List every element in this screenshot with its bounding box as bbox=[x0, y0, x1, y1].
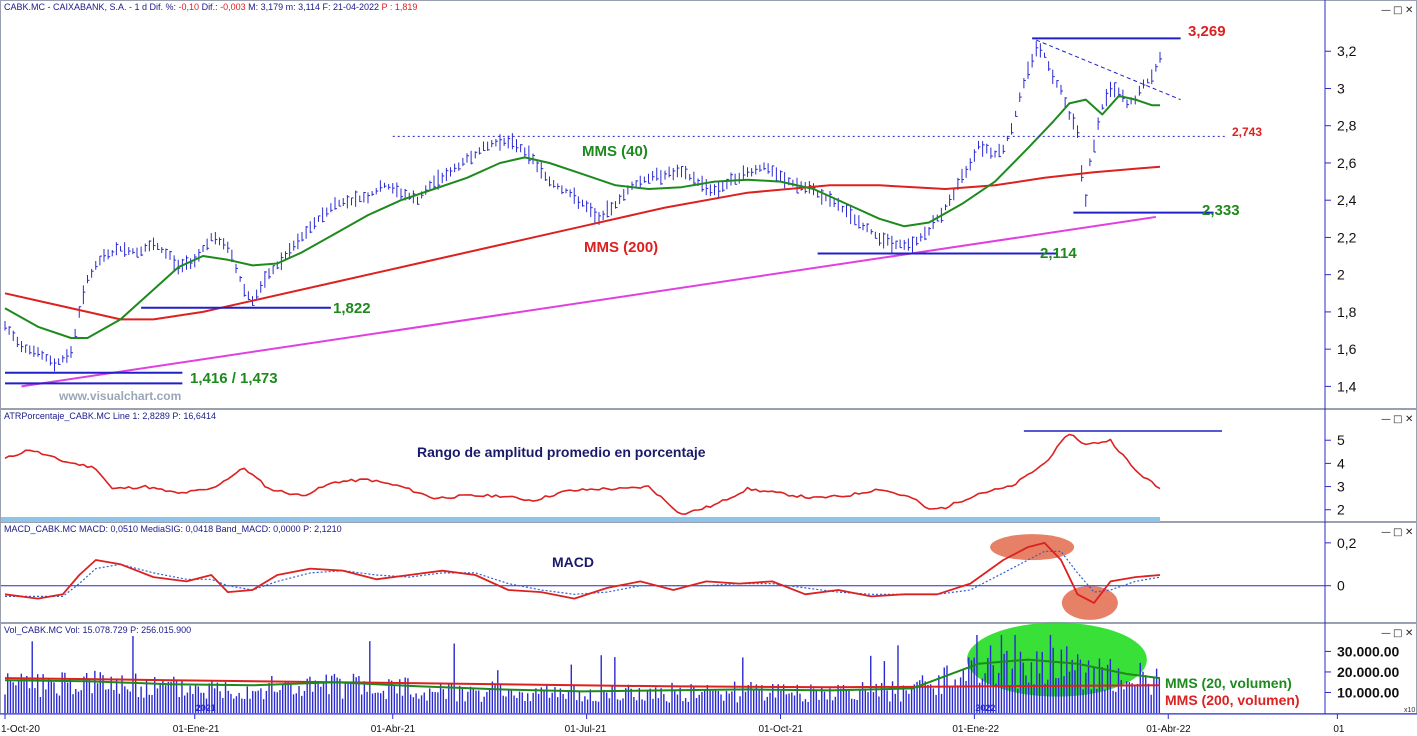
close-icon: ✕ bbox=[1405, 5, 1413, 16]
year-mark: 2022 bbox=[975, 703, 995, 713]
price-tick-label: 2,4 bbox=[1337, 192, 1357, 208]
atr-tick-label: 4 bbox=[1337, 455, 1345, 471]
volume-tick-label: 20.000.00 bbox=[1337, 664, 1399, 680]
maximize-icon: □ bbox=[1393, 5, 1402, 16]
price-pane bbox=[0, 0, 1417, 409]
header-segment: - 1 d Dif. %: bbox=[127, 2, 179, 12]
descending-trendline bbox=[1036, 39, 1181, 101]
x-tick-label: 01-Ene-21 bbox=[173, 724, 220, 735]
support-trendline bbox=[21, 215, 1157, 388]
price-bars bbox=[4, 41, 1162, 372]
header-segment: -0,10 bbox=[179, 2, 200, 12]
header-segment: Vol_CABK.MC Vol: 15.078.729 P: 256.015.9… bbox=[4, 625, 191, 635]
volume-layer: 30.000.00 20.000.00 10.000.00 bbox=[4, 622, 1399, 713]
mms200-label: MMS (200) bbox=[584, 239, 658, 256]
macd-tick-label: 0 bbox=[1337, 578, 1345, 594]
volume-tick-label: 30.000.00 bbox=[1337, 643, 1399, 659]
vol-mms200-line bbox=[4, 677, 1161, 689]
header-segment: -0,003 bbox=[220, 2, 246, 12]
atr-band bbox=[1, 517, 1160, 522]
price-tick-label: 2 bbox=[1337, 267, 1345, 283]
atr-line bbox=[4, 433, 1161, 515]
macd-tick-label: 0,2 bbox=[1337, 535, 1357, 551]
maximize-icon: □ bbox=[1393, 527, 1402, 538]
x-tick-label: 01-Abr-21 bbox=[371, 724, 416, 735]
minimize-icon: — bbox=[1381, 5, 1391, 16]
price-lines bbox=[4, 94, 1161, 388]
mms200-line bbox=[4, 165, 1161, 321]
x-tick-label: 01-Oct-21 bbox=[759, 724, 804, 735]
price-tick-label: 2,6 bbox=[1337, 155, 1357, 171]
x-tick-label: 01 bbox=[1333, 724, 1345, 735]
level-2743-label: 2,743 bbox=[1232, 125, 1262, 139]
maximize-icon: □ bbox=[1393, 414, 1402, 425]
close-icon: ✕ bbox=[1405, 414, 1413, 425]
price-tick-label: 1,6 bbox=[1337, 341, 1357, 357]
mms40-label: MMS (40) bbox=[582, 143, 648, 160]
level-2333-label: 2,333 bbox=[1202, 202, 1240, 219]
atr-tick-label: 3 bbox=[1337, 479, 1345, 495]
minimize-icon: — bbox=[1381, 414, 1391, 425]
volume-header: Vol_CABK.MC Vol: 15.078.729 P: 256.015.9… bbox=[4, 625, 191, 635]
x-tick-label: 1-Oct-20 bbox=[1, 724, 40, 735]
year-mark: 2021 bbox=[196, 703, 216, 713]
atr-pane bbox=[0, 409, 1417, 522]
level-1822-label: 1,822 bbox=[333, 300, 371, 317]
vol-mms200-label: MMS (200, volumen) bbox=[1165, 692, 1300, 708]
close-icon: ✕ bbox=[1405, 527, 1413, 538]
header-segment: MACD_CABK.MC MACD: 0,0510 MediaSIG: 0,04… bbox=[4, 524, 342, 534]
price-tick-label: 2,2 bbox=[1337, 229, 1357, 245]
x-axis: 1-Oct-20 01-Ene-21 01-Abr-21 01-Jul-21 01-Oc… bbox=[0, 703, 1417, 735]
header-segment: M: 3,179 m: 3,114 F: 21-04-2022 bbox=[246, 2, 382, 12]
atr-layer: 5 4 3 2 bbox=[1, 430, 1345, 522]
x-tick-label: 01-Abr-22 bbox=[1146, 724, 1191, 735]
price-tick-label: 1,4 bbox=[1337, 378, 1357, 394]
price-tick-label: 3,2 bbox=[1337, 43, 1357, 59]
vol-mms20-label: MMS (20, volumen) bbox=[1165, 675, 1292, 691]
macd-layer: 0,20 bbox=[1, 534, 1357, 620]
level-2114-label: 2,114 bbox=[1040, 245, 1077, 262]
header-segment: ATRPorcentaje_CABK.MC Line 1: 2,8289 P: … bbox=[4, 411, 216, 421]
atr-tick-label: 2 bbox=[1337, 502, 1345, 518]
price-header: CABK.MC - CAIXABANK, S.A. - 1 d Dif. %: … bbox=[4, 2, 417, 12]
level-3269-label: 3,269 bbox=[1188, 23, 1226, 40]
mms40-line bbox=[4, 94, 1160, 339]
macd-peak-highlight bbox=[990, 534, 1075, 561]
macd-line bbox=[4, 542, 1161, 604]
macd-pane bbox=[0, 522, 1417, 623]
minimize-icon: — bbox=[1381, 527, 1391, 538]
atr-tick-label: 5 bbox=[1337, 432, 1345, 448]
macd-title: MACD bbox=[552, 554, 594, 570]
price-tick-label: 1,8 bbox=[1337, 304, 1357, 320]
axis-corner-label: x10 bbox=[1404, 707, 1415, 714]
vol-mms20-line bbox=[4, 658, 1161, 693]
price-y-ticks: 3,2 3 2,8 2,6 2,4 2,2 2 1,8 1,6 1,4 bbox=[1325, 43, 1357, 394]
close-icon: ✕ bbox=[1405, 628, 1413, 639]
header-segment: CABK.MC - CAIXABANK, S.A. bbox=[4, 2, 127, 12]
maximize-icon: □ bbox=[1393, 628, 1402, 639]
header-segment: P : 1,819 bbox=[382, 2, 418, 12]
atr-header: ATRPorcentaje_CABK.MC Line 1: 2,8289 P: … bbox=[4, 411, 216, 421]
x-tick-label: 01-Ene-22 bbox=[952, 724, 999, 735]
minimize-icon: — bbox=[1381, 628, 1391, 639]
macd-header: MACD_CABK.MC MACD: 0,0510 MediaSIG: 0,04… bbox=[4, 524, 342, 534]
price-annotations bbox=[5, 37, 1225, 385]
level-1416-label: 1,416 / 1,473 bbox=[190, 370, 278, 387]
macd-trough-highlight bbox=[1061, 585, 1118, 620]
price-tick-label: 3 bbox=[1337, 80, 1345, 96]
window-controls: — □ ✕— □ ✕— □ ✕— □ ✕ bbox=[1381, 5, 1413, 639]
header-segment: Dif.: bbox=[199, 2, 220, 12]
price-tick-label: 2,8 bbox=[1337, 118, 1357, 134]
atr-title: Rango de amplitud promedio en porcentaje bbox=[417, 444, 706, 460]
volume-tick-label: 10.000.00 bbox=[1337, 684, 1399, 700]
watermark: www.visualchart.com bbox=[58, 389, 181, 403]
x-tick-label: 01-Jul-21 bbox=[565, 724, 607, 735]
